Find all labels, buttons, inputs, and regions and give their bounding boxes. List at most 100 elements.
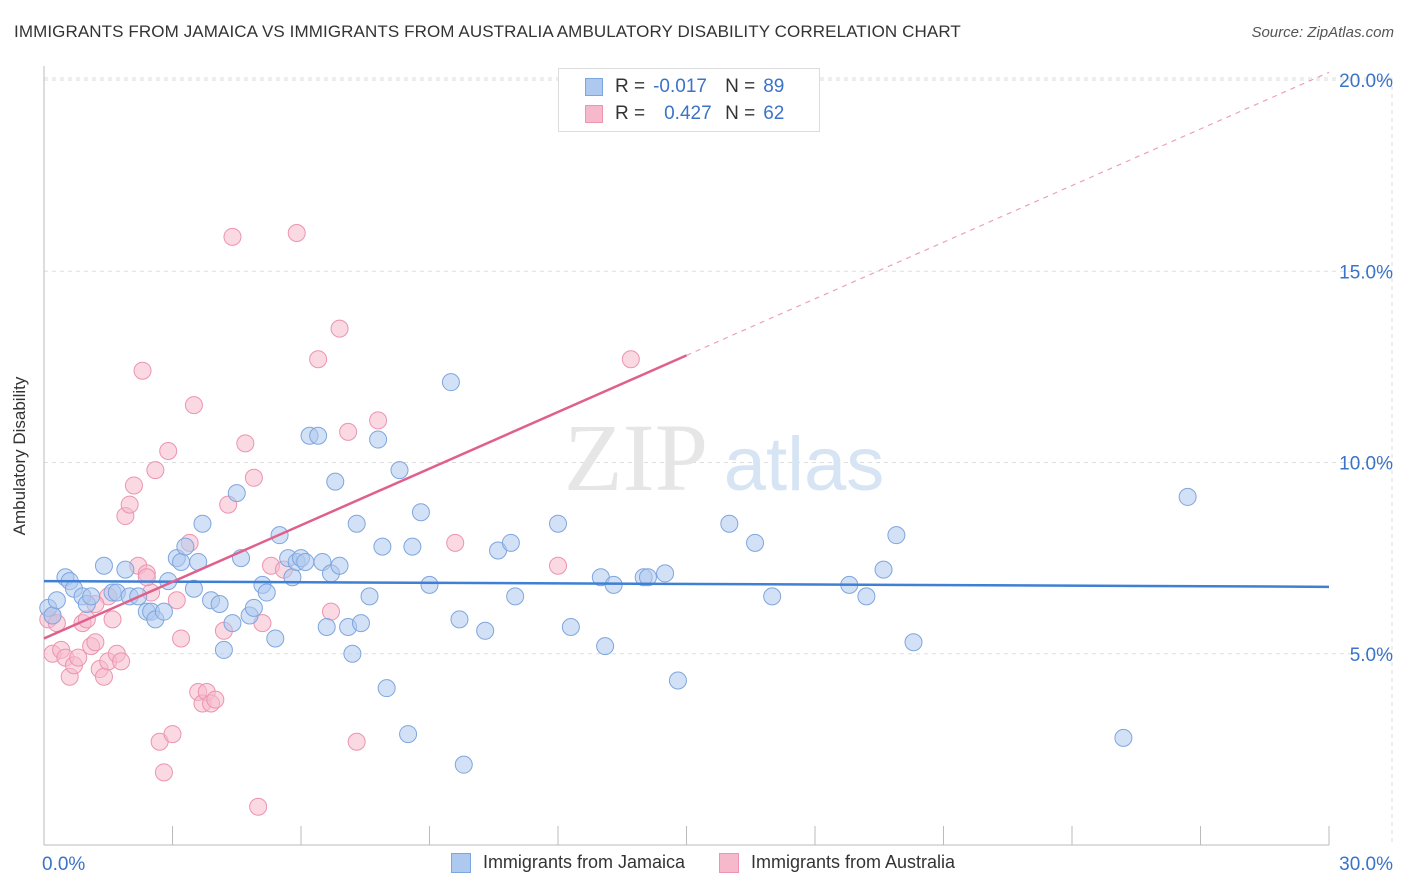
y-tick-label: 5.0%: [1350, 645, 1393, 666]
data-point-jamaica: [116, 560, 135, 579]
trend-line-australia: [43, 354, 688, 640]
x-tick-label: 30.0%: [1339, 854, 1393, 875]
data-point-jamaica: [1178, 487, 1197, 506]
data-point-jamaica: [309, 426, 328, 445]
data-point-australia: [236, 434, 255, 453]
data-point-australia: [244, 468, 263, 487]
series-australia-points: [39, 224, 640, 816]
data-point-australia: [223, 227, 242, 246]
data-point-jamaica: [746, 533, 765, 552]
data-point-australia: [172, 629, 191, 648]
data-point-jamaica: [549, 514, 567, 533]
data-point-jamaica: [420, 575, 439, 594]
source-label: Source: ZipAtlas.com: [1251, 24, 1394, 41]
y-tick-label: 15.0%: [1339, 262, 1393, 283]
data-point-jamaica: [501, 533, 520, 552]
chart-title: IMMIGRANTS FROM JAMAICA VS IMMIGRANTS FR…: [14, 22, 961, 41]
data-point-jamaica: [403, 537, 422, 556]
data-point-jamaica: [638, 568, 657, 587]
data-point-jamaica: [343, 644, 362, 663]
data-point-jamaica: [176, 537, 195, 556]
data-point-jamaica: [244, 598, 263, 617]
data-point-australia: [146, 461, 165, 480]
data-point-jamaica: [454, 755, 473, 774]
data-point-jamaica: [377, 679, 396, 698]
data-point-jamaica: [1114, 728, 1133, 747]
legend-n-value: 62: [763, 103, 785, 124]
data-point-jamaica: [330, 556, 349, 575]
trend-line-jamaica: [43, 579, 1330, 589]
legend-row-australia: R = 0.427 N = 62: [585, 102, 784, 126]
data-point-jamaica: [668, 671, 687, 690]
data-point-australia: [184, 396, 203, 415]
legend-n-label: N =: [725, 76, 756, 97]
series-legend: Immigrants from Jamaica Immigrants from …: [0, 852, 1406, 873]
data-point-jamaica: [266, 629, 285, 648]
data-point-australia: [347, 732, 366, 751]
data-point-jamaica: [351, 614, 370, 633]
data-point-jamaica: [154, 602, 173, 621]
data-point-australia: [120, 495, 139, 514]
data-point-australia: [446, 533, 465, 552]
data-point-jamaica: [210, 595, 229, 614]
data-point-jamaica: [172, 552, 191, 571]
data-point-jamaica: [656, 564, 675, 583]
correlation-legend: R = -0.017 N = 89 R = 0.427 N = 62: [558, 68, 820, 132]
data-point-jamaica: [857, 587, 876, 606]
data-point-australia: [163, 725, 182, 744]
data-point-australia: [137, 568, 156, 587]
data-point-australia: [549, 556, 567, 575]
data-point-jamaica: [184, 579, 203, 598]
data-point-jamaica: [720, 514, 739, 533]
data-point-jamaica: [223, 614, 242, 633]
data-point-jamaica: [399, 725, 418, 744]
grid-lines: [44, 77, 1393, 845]
data-point-australia: [339, 422, 358, 441]
legend-item-australia[interactable]: Immigrants from Australia: [718, 852, 956, 873]
data-point-jamaica: [476, 621, 495, 640]
data-point-australia: [133, 361, 152, 380]
legend-n-value: 89: [763, 76, 785, 97]
legend-swatch-jamaica: [450, 852, 471, 873]
y-tick-label: 20.0%: [1339, 71, 1393, 92]
data-point-jamaica: [561, 617, 580, 636]
data-point-jamaica: [506, 587, 525, 606]
x-tick-label: 0.0%: [42, 854, 85, 875]
legend-swatch-australia: [585, 105, 603, 123]
data-point-australia: [112, 652, 131, 671]
data-point-australia: [309, 350, 328, 369]
data-point-jamaica: [326, 472, 345, 491]
data-point-jamaica: [347, 514, 366, 533]
legend-n-label: N =: [725, 103, 756, 124]
y-axis-label: Ambulatory Disability: [10, 376, 29, 536]
data-point-australia: [249, 797, 268, 816]
data-point-jamaica: [887, 526, 906, 545]
data-point-jamaica: [47, 591, 66, 610]
data-point-australia: [369, 411, 388, 430]
data-point-jamaica: [82, 587, 101, 606]
data-point-jamaica: [317, 617, 336, 636]
data-point-australia: [159, 442, 178, 461]
axes: [43, 66, 1330, 846]
data-point-jamaica: [596, 637, 615, 656]
legend-r-value: -0.017: [653, 76, 707, 97]
legend-label-australia: Immigrants from Australia: [750, 852, 956, 872]
trend-lines: [43, 71, 1330, 640]
data-point-australia: [621, 350, 640, 369]
data-point-jamaica: [604, 575, 623, 594]
data-point-jamaica: [874, 560, 893, 579]
data-point-australia: [86, 633, 105, 652]
data-point-australia: [103, 610, 122, 629]
data-point-australia: [287, 224, 306, 242]
data-point-jamaica: [296, 552, 315, 571]
data-point-jamaica: [763, 587, 782, 606]
data-point-jamaica: [214, 640, 233, 659]
legend-row-jamaica: R = -0.017 N = 89: [585, 75, 784, 99]
y-tick-label: 10.0%: [1339, 454, 1393, 475]
legend-item-jamaica[interactable]: Immigrants from Jamaica: [450, 852, 685, 873]
watermark-atlas: atlas: [724, 422, 885, 507]
legend-swatch-australia: [718, 852, 739, 873]
data-point-australia: [206, 690, 225, 709]
data-point-australia: [124, 476, 143, 495]
